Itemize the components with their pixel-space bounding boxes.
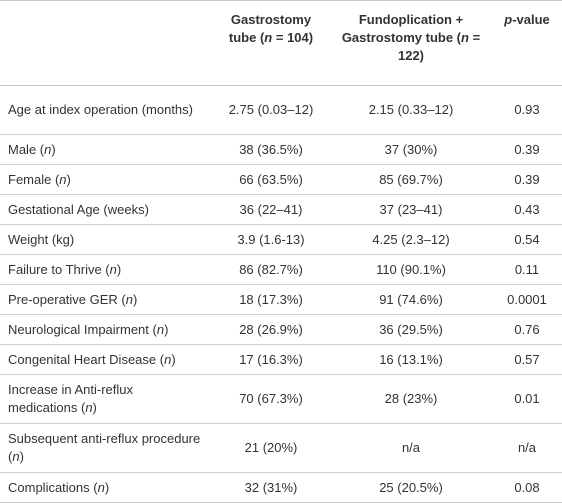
cell: 0.93 [490, 85, 562, 135]
table-header: Gastrostomy tube (n = 104) Fundoplication… [0, 0, 562, 86]
table-row: Congenital Heart Disease (n) 17 (16.3%) 16… [0, 344, 562, 375]
table-row: Failure to Thrive (n) 86 (82.7%) 110 (90.1… [0, 254, 562, 285]
cell: 21 (20%) [210, 423, 330, 473]
table-row: Increase in Anti-reflux medications (n) 7… [0, 374, 562, 424]
column-header: Gastrostomy tube (n = 104) [210, 0, 330, 86]
table-row: Subsequent anti-reflux procedure (n) 21 (… [0, 423, 562, 473]
column-header [0, 0, 210, 86]
cell: 37 (30%) [330, 134, 490, 165]
table-body: Age at index operation (months) 2.75 (0.0… [0, 85, 562, 503]
table-row: Pre-operative GER (n) 18 (17.3%) 91 (74.6%… [0, 284, 562, 315]
cell: 0.39 [490, 164, 562, 195]
cell: 38 (36.5%) [210, 134, 330, 165]
cell: n/a [330, 423, 490, 473]
cell: 0.08 [490, 472, 562, 503]
row-label: Pre-operative GER (n) [0, 284, 210, 315]
cell: 0.43 [490, 194, 562, 225]
cell: 0.11 [490, 254, 562, 285]
row-label: Gestational Age (weeks) [0, 194, 210, 225]
cell: 0.54 [490, 224, 562, 255]
table-row: Weight (kg) 3.9 (1.6-13) 4.25 (2.3–12) 0.54 [0, 224, 562, 255]
cell: 0.76 [490, 314, 562, 345]
cell: 28 (26.9%) [210, 314, 330, 345]
row-label: Subsequent anti-reflux procedure (n) [0, 423, 210, 473]
row-label: Age at index operation (months) [0, 85, 210, 135]
row-label: Complications (n) [0, 472, 210, 503]
cell: 37 (23–41) [330, 194, 490, 225]
column-header: p-value [490, 0, 562, 86]
cell: 3.9 (1.6-13) [210, 224, 330, 255]
cell: 70 (67.3%) [210, 374, 330, 424]
cell: 36 (22–41) [210, 194, 330, 225]
cell: 86 (82.7%) [210, 254, 330, 285]
table-row: Age at index operation (months) 2.75 (0.0… [0, 85, 562, 135]
cell: 66 (63.5%) [210, 164, 330, 195]
row-label: Congenital Heart Disease (n) [0, 344, 210, 375]
row-label: Female (n) [0, 164, 210, 195]
row-label: Increase in Anti-reflux medications (n) [0, 374, 210, 424]
header-row: Gastrostomy tube (n = 104) Fundoplication… [0, 0, 562, 86]
cell: 0.39 [490, 134, 562, 165]
cell: 85 (69.7%) [330, 164, 490, 195]
cell: 28 (23%) [330, 374, 490, 424]
cell: 4.25 (2.3–12) [330, 224, 490, 255]
table-row: Female (n) 66 (63.5%) 85 (69.7%) 0.39 [0, 164, 562, 195]
cell: 2.15 (0.33–12) [330, 85, 490, 135]
row-label: Neurological Impairment (n) [0, 314, 210, 345]
cell: 0.0001 [490, 284, 562, 315]
table-row: Male (n) 38 (36.5%) 37 (30%) 0.39 [0, 134, 562, 165]
cell: 2.75 (0.03–12) [210, 85, 330, 135]
cell: 32 (31%) [210, 472, 330, 503]
cell: 0.01 [490, 374, 562, 424]
table-row: Complications (n) 32 (31%) 25 (20.5%) 0.08 [0, 472, 562, 503]
row-label: Failure to Thrive (n) [0, 254, 210, 285]
table-row: Gestational Age (weeks) 36 (22–41) 37 (23–… [0, 194, 562, 225]
row-label: Male (n) [0, 134, 210, 165]
table-row: Neurological Impairment (n) 28 (26.9%) 36 … [0, 314, 562, 345]
cell: 0.57 [490, 344, 562, 375]
column-header: Fundoplication + Gastrostomy tube (n = 1… [330, 0, 490, 86]
cell: 17 (16.3%) [210, 344, 330, 375]
cell: n/a [490, 423, 562, 473]
row-label: Weight (kg) [0, 224, 210, 255]
cell: 91 (74.6%) [330, 284, 490, 315]
cell: 110 (90.1%) [330, 254, 490, 285]
cell: 36 (29.5%) [330, 314, 490, 345]
cell: 16 (13.1%) [330, 344, 490, 375]
cell: 25 (20.5%) [330, 472, 490, 503]
cell: 18 (17.3%) [210, 284, 330, 315]
